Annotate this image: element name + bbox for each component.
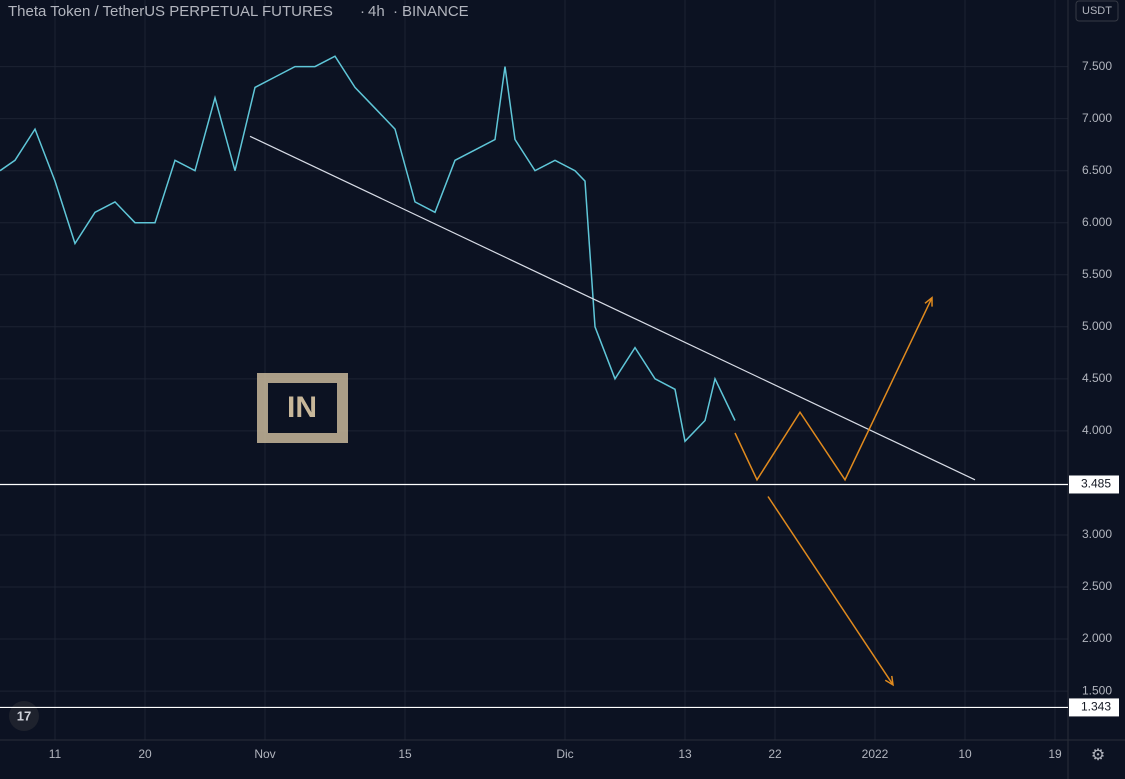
projection-path	[734, 297, 933, 482]
x-tick-label: 20	[138, 747, 152, 761]
level-label-box	[1069, 698, 1119, 717]
x-tick-label: 10	[958, 747, 972, 761]
y-tick-label: 6.500	[1082, 163, 1112, 177]
y-tick-label: 2.500	[1082, 579, 1112, 593]
x-tick-label: 15	[398, 747, 412, 761]
logo-text: IN	[287, 391, 317, 424]
level-label: 1.343	[1081, 700, 1111, 714]
y-tick-label: 7.500	[1082, 59, 1112, 73]
x-tick-label: 13	[678, 747, 692, 761]
x-tick-label: 2022	[862, 747, 889, 761]
chart-title: Theta Token / TetherUS PERPETUAL FUTURES	[8, 3, 333, 20]
x-tick-label: 11	[49, 747, 62, 761]
svg-text:17: 17	[17, 708, 31, 723]
logo: IN	[257, 373, 348, 443]
x-tick-label: Dic	[556, 747, 573, 761]
y-tick-label: 7.000	[1082, 111, 1112, 125]
projection-path	[767, 496, 894, 686]
y-tick-label: 2.000	[1082, 631, 1112, 645]
separator: ·	[360, 3, 365, 20]
level-label-box	[1069, 475, 1119, 494]
arrow-head	[884, 675, 894, 687]
tv-logo: 17	[9, 701, 39, 731]
trendline	[249, 135, 976, 481]
separator: ·	[393, 3, 398, 20]
grid	[0, 0, 1068, 740]
exchange: BINANCE	[402, 3, 469, 20]
price-line	[0, 55, 736, 443]
level-label: 3.485	[1081, 477, 1111, 491]
x-tick-label: Nov	[254, 747, 275, 761]
settings-icon[interactable]: ⚙	[1091, 747, 1105, 764]
y-tick-label: 4.000	[1082, 423, 1112, 437]
y-tick-label: 5.000	[1082, 319, 1112, 333]
x-tick-label: 22	[768, 747, 782, 761]
arrow-head	[924, 296, 933, 307]
currency-box[interactable]	[1075, 0, 1119, 22]
y-tick-label: 3.000	[1082, 527, 1112, 541]
interval: 4h	[368, 3, 385, 20]
currency[interactable]: USDT	[1082, 5, 1112, 17]
y-tick-label: 6.000	[1082, 215, 1112, 229]
y-tick-label: 4.500	[1082, 371, 1112, 385]
y-tick-label: 1.500	[1082, 683, 1112, 697]
x-tick-label: 19	[1048, 747, 1062, 761]
logo-inner	[268, 383, 337, 433]
y-tick-label: 5.500	[1082, 267, 1112, 281]
